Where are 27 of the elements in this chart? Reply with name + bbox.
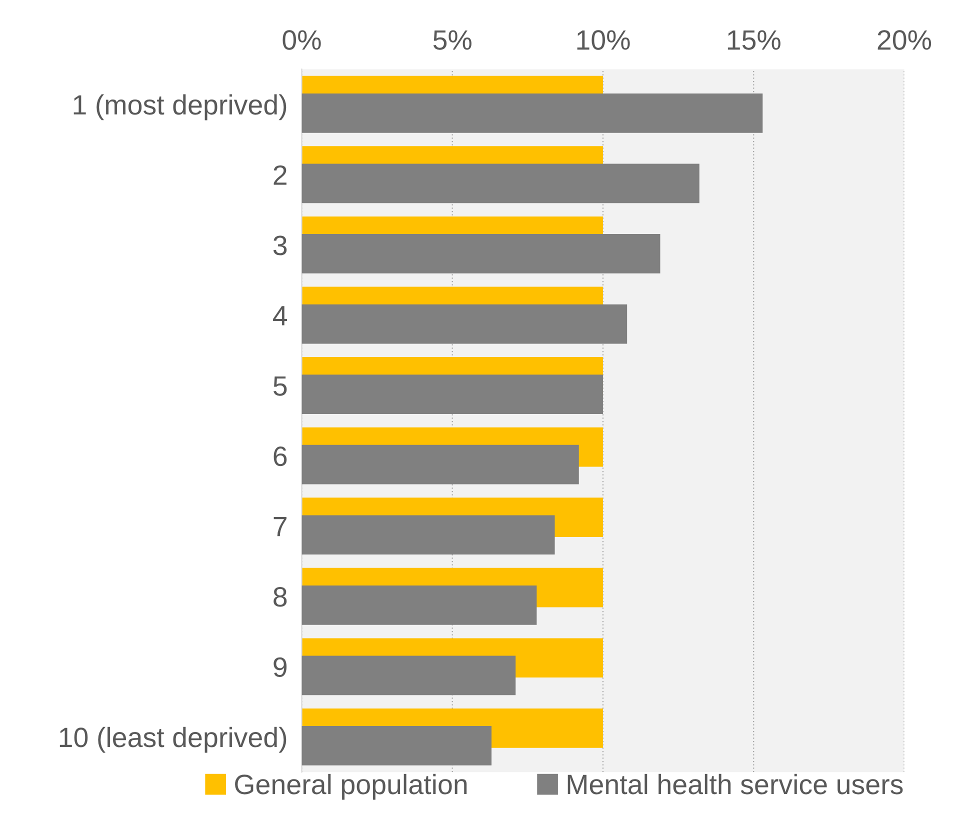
bar: [302, 374, 603, 414]
bar: [302, 93, 763, 133]
y-tick-label: 1 (most deprived): [74, 94, 286, 120]
x-tick-label: 20%: [878, 30, 932, 50]
y-tick-label: 7: [274, 517, 286, 536]
bar: [302, 234, 660, 274]
y-tick-label: 10 (least deprived): [60, 726, 286, 753]
legend-label: General population: [235, 774, 467, 800]
y-tick-label: 6: [274, 446, 287, 466]
bar: [302, 726, 492, 766]
bar: [302, 656, 516, 696]
bar: [302, 304, 628, 344]
y-tick-label: 3: [273, 236, 287, 256]
y-tick-label: 8: [274, 587, 287, 607]
bar: [302, 444, 579, 484]
y-tick-label: 4: [273, 306, 288, 326]
x-tick-label: 10%: [577, 30, 630, 50]
bar: [302, 515, 555, 555]
bar: [302, 164, 700, 204]
x-tick-label: 15%: [728, 30, 780, 50]
x-tick-label: 5%: [433, 30, 472, 50]
y-tick-label: 2: [274, 165, 286, 185]
y-tick-label: 5: [274, 376, 287, 396]
y-tick-label: 9: [274, 657, 287, 677]
legend-label: Mental health service users: [568, 774, 903, 794]
bar: [302, 585, 537, 625]
x-tick-label: 0%: [282, 30, 321, 50]
